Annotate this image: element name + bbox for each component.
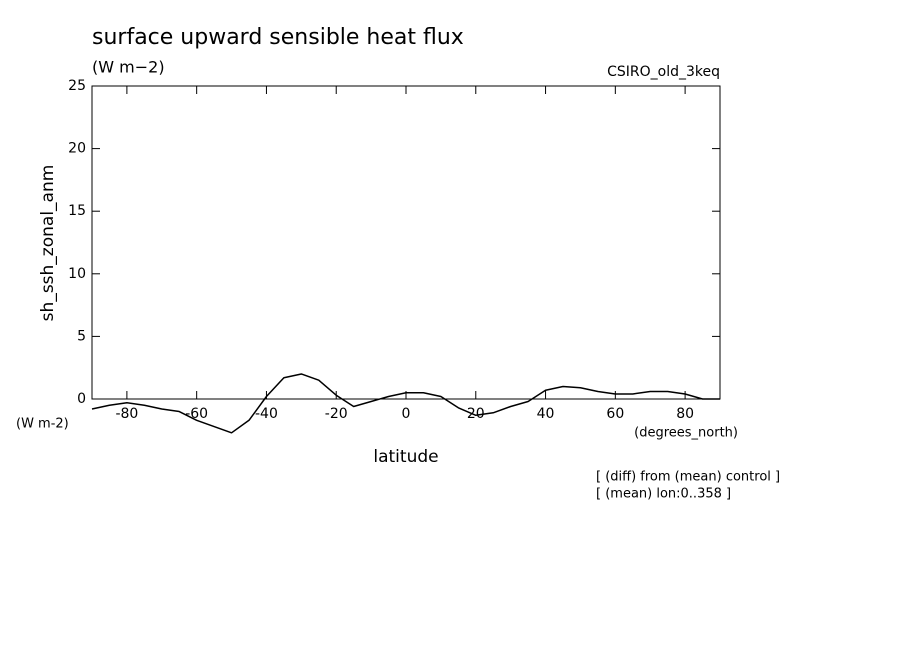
data-line [91, 373, 720, 434]
x-tick-label: 60 [606, 406, 624, 422]
y-tick-label: 5 [77, 328, 86, 344]
y-units: (W m-2) [16, 417, 69, 432]
y-axis-label: sh_ssh_zonal_anm [38, 165, 58, 322]
y-tick-label: 0 [77, 391, 86, 407]
chart-title: surface upward sensible heat flux [92, 25, 464, 50]
units: (W m−2) [92, 58, 165, 77]
y-tick-label: 25 [68, 78, 86, 94]
note: [ (mean) lon:0..358 ] [596, 487, 731, 502]
x-tick-label: 0 [402, 406, 411, 422]
x-tick-label: -20 [325, 406, 348, 422]
x-tick-label: 20 [467, 406, 485, 422]
subtitle: CSIRO_old_3keq [607, 64, 720, 80]
x-tick-label: 80 [676, 406, 694, 422]
x-tick-label: 40 [537, 406, 555, 422]
note: [ (diff) from (mean) control ] [596, 470, 780, 485]
x-tick-label: -40 [255, 406, 278, 422]
y-tick-label: 15 [68, 203, 86, 219]
x-axis-label: latitude [373, 447, 438, 467]
y-tick-label: 10 [68, 266, 86, 282]
y-tick-label: 20 [68, 141, 86, 157]
x-units: (degrees_north) [634, 426, 738, 441]
x-tick-label: -80 [115, 406, 138, 422]
